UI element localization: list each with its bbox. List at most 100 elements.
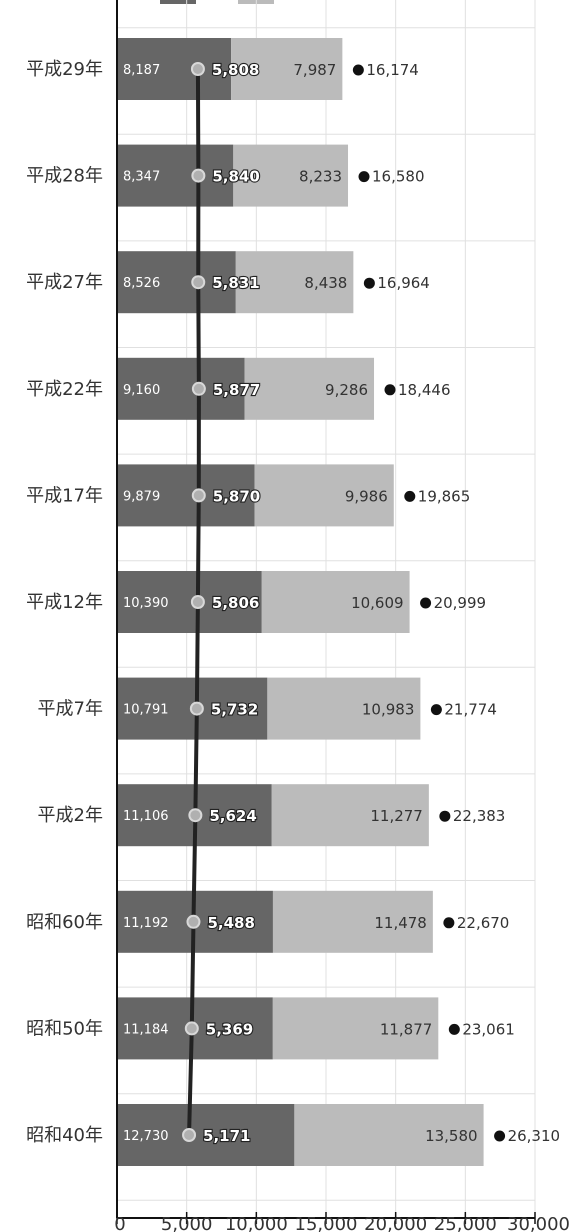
line-data-label: 5,840 — [212, 168, 259, 186]
data-label-series-1: 8,347 — [123, 170, 160, 185]
data-label-series-1: 10,791 — [123, 703, 169, 718]
category-label: 平成12年 — [26, 592, 103, 613]
line-data-label: 5,624 — [209, 807, 256, 825]
total-marker — [448, 1023, 460, 1035]
data-label-series-1: 8,526 — [123, 276, 160, 291]
x-tick-label: 30,000 — [507, 1214, 570, 1232]
total-label: 16,580 — [372, 168, 425, 186]
bar-series-2 — [261, 571, 410, 633]
data-labels: 平成29年 8,187 7,987 16,174 平成28年 8,347 8,233 16,5… — [26, 59, 560, 1146]
line-point — [190, 595, 205, 609]
x-tick-label: 15,000 — [295, 1214, 358, 1232]
line-point — [188, 808, 203, 823]
category-label: 昭和40年 — [26, 1125, 103, 1146]
data-label-series-2: 8,233 — [299, 168, 342, 186]
bar-series-2 — [294, 1104, 484, 1166]
bar-series-1 — [117, 464, 255, 527]
data-label-series-2: 9,286 — [325, 381, 368, 399]
line-data-label: 5,488 — [207, 914, 254, 932]
total-label: 16,174 — [366, 61, 419, 79]
bars — [117, 38, 484, 1166]
data-label-series-2: 11,277 — [370, 807, 423, 825]
bar-series-2 — [271, 784, 429, 847]
line-data-label: 5,877 — [213, 381, 260, 399]
total-marker — [439, 810, 451, 822]
total-marker — [352, 64, 364, 76]
bar-series-1 — [117, 1104, 295, 1166]
x-tick-label: 25,000 — [434, 1214, 497, 1232]
data-label-series-1: 11,184 — [123, 1022, 169, 1037]
bar-series-1 — [117, 571, 262, 633]
data-label-series-2: 13,580 — [425, 1127, 478, 1145]
total-label: 21,774 — [444, 701, 497, 719]
x-tick-label: 0 — [114, 1214, 125, 1232]
data-label-series-2: 7,987 — [293, 61, 336, 79]
data-label-series-2: 11,877 — [380, 1020, 433, 1038]
data-label-series-1: 9,879 — [123, 489, 160, 504]
line-point — [191, 168, 206, 183]
total-marker — [430, 704, 442, 716]
bar-series-2 — [233, 144, 349, 207]
data-label-series-2: 10,983 — [362, 701, 415, 719]
line-data-label: 5,732 — [211, 701, 258, 719]
line-data-label: 5,870 — [213, 487, 260, 505]
bar-series-2 — [231, 38, 343, 100]
data-label-series-1: 10,390 — [123, 596, 169, 611]
line-point — [186, 914, 201, 929]
total-label: 22,383 — [453, 807, 506, 825]
total-marker — [363, 277, 375, 289]
category-label: 平成28年 — [26, 166, 103, 187]
line-data-label: 5,171 — [203, 1127, 250, 1145]
category-label: 平成27年 — [26, 272, 103, 293]
bar-series-1 — [117, 38, 232, 100]
line-point — [189, 701, 204, 716]
total-marker — [420, 597, 432, 609]
line-point — [182, 1128, 197, 1142]
category-label: 平成2年 — [38, 805, 103, 826]
line-point — [191, 381, 206, 396]
line-series — [182, 62, 206, 1142]
total-label: 23,061 — [462, 1020, 515, 1038]
category-label: 平成7年 — [38, 699, 103, 720]
data-label-series-1: 9,160 — [123, 383, 160, 398]
data-label-series-2: 8,438 — [304, 274, 347, 292]
category-label: 平成29年 — [26, 59, 103, 80]
bar-series-1 — [117, 251, 236, 314]
category-label: 平成22年 — [26, 379, 103, 400]
total-label: 20,999 — [434, 594, 487, 612]
bar-series-2 — [267, 677, 421, 740]
line-data-label: 5,831 — [212, 274, 259, 292]
total-label: 19,865 — [418, 487, 471, 505]
legend-swatch — [160, 0, 196, 4]
data-label-series-2: 11,478 — [374, 914, 427, 932]
line-data-label: 5,808 — [212, 61, 259, 79]
x-tick-label: 5,000 — [161, 1214, 213, 1232]
category-label: 平成17年 — [26, 485, 103, 506]
data-label-series-2: 9,986 — [345, 487, 388, 505]
line-point — [190, 62, 205, 76]
data-label-series-1: 11,192 — [123, 916, 169, 931]
total-marker — [384, 384, 396, 396]
bar-series-1 — [117, 144, 234, 207]
data-label-series-1: 12,730 — [123, 1129, 169, 1144]
line-data-label: 5,806 — [212, 594, 259, 612]
total-label: 22,670 — [457, 914, 510, 932]
bar-series-2 — [244, 357, 375, 420]
bar-series-2 — [254, 464, 394, 527]
category-label: 昭和50年 — [26, 1018, 103, 1039]
bar-series-2 — [235, 251, 354, 314]
bar-series-1 — [117, 357, 245, 420]
total-marker — [443, 917, 455, 929]
axes: 0 5,000 10,000 15,000 20,000 25,000 30,000 — [114, 0, 570, 1232]
data-label-series-1: 11,106 — [123, 809, 169, 824]
gridlines — [117, 0, 536, 1218]
line-point — [191, 488, 206, 503]
line-point — [191, 275, 206, 290]
total-label: 16,964 — [377, 274, 430, 292]
category-label: 昭和60年 — [26, 912, 103, 933]
x-tick-label: 20,000 — [364, 1214, 427, 1232]
bar-series-2 — [272, 997, 439, 1060]
x-tick-label: 10,000 — [225, 1214, 288, 1232]
data-label-series-2: 10,609 — [351, 594, 404, 612]
